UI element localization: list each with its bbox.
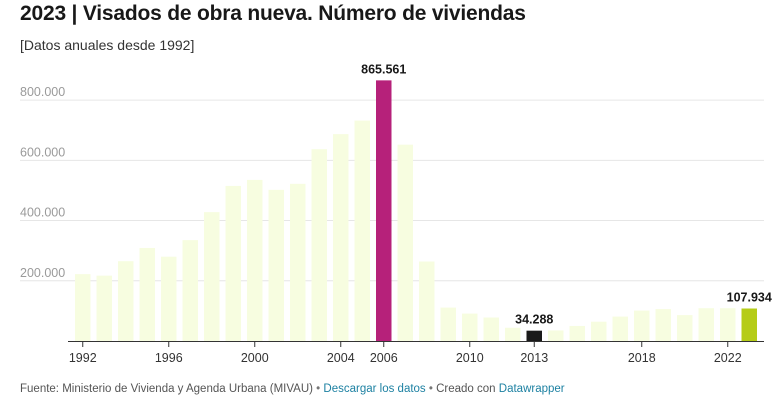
- bar-2013: [526, 330, 542, 341]
- bar-2017: [612, 316, 628, 341]
- bar-1992: [75, 274, 91, 341]
- bar-2018: [634, 310, 650, 341]
- bar-2006: [376, 80, 392, 341]
- bar-1996: [161, 256, 177, 341]
- x-tick-label: 2018: [628, 351, 656, 365]
- y-tick-label: 400.000: [20, 206, 65, 220]
- bar-1994: [118, 261, 134, 341]
- bar-2004: [333, 134, 349, 341]
- y-tick-label: 800.000: [20, 85, 65, 99]
- gridlines: 200.000 400.000 600.000 800.000: [20, 85, 764, 282]
- separator: •: [312, 383, 324, 395]
- bar-2001: [268, 189, 284, 341]
- x-tick-label: 2006: [370, 351, 398, 365]
- bar-1998: [204, 212, 220, 341]
- x-tick-label: 2013: [520, 351, 548, 365]
- x-tick-label: 1992: [69, 351, 97, 365]
- separator: •: [425, 383, 437, 395]
- bar-2022: [720, 308, 736, 341]
- bar-2009: [440, 307, 456, 341]
- data-label-2023: 107.934: [727, 290, 772, 304]
- bar-2014: [548, 330, 564, 341]
- x-tick-label: 2000: [241, 351, 269, 365]
- chart-title: 2023 | Visados de obra nueva. Número de …: [20, 2, 526, 25]
- bar-2019: [655, 309, 671, 341]
- created-with-text: Creado con: [436, 383, 496, 395]
- chart-subtitle: [Datos anuales desde 1992]: [20, 37, 195, 53]
- footer: Fuente: Ministerio de Vivienda y Agenda …: [20, 383, 565, 395]
- bar-2002: [290, 183, 306, 341]
- bar-2000: [247, 179, 263, 341]
- x-axis: 1992 1996 2000 2004 2006 2010 2013 2018 2022: [68, 341, 764, 365]
- x-tick-label: 2010: [456, 351, 484, 365]
- bar-2020: [677, 315, 693, 341]
- data-labels: 865.561 34.288 107.934: [361, 62, 772, 326]
- download-data-link[interactable]: Descargar los datos: [323, 383, 426, 395]
- y-tick-label: 200.000: [20, 266, 65, 280]
- bar-2015: [569, 325, 585, 341]
- bar-2021: [698, 308, 714, 341]
- bar-2012: [505, 327, 521, 341]
- y-tick-label: 600.000: [20, 145, 65, 159]
- bar-chart: 200.000 400.000 600.000 800.000 865.561 34.2…: [20, 62, 772, 365]
- bar-1995: [139, 247, 155, 341]
- bar-2016: [591, 321, 607, 341]
- bar-1993: [96, 275, 112, 341]
- bar-2008: [419, 261, 435, 341]
- bar-2011: [483, 317, 499, 341]
- x-tick-label: 2022: [714, 351, 742, 365]
- bar-2005: [354, 120, 370, 341]
- datawrapper-link[interactable]: Datawrapper: [498, 383, 565, 395]
- bar-2007: [397, 144, 413, 341]
- bar-1997: [182, 240, 198, 341]
- data-label-2006: 865.561: [361, 62, 406, 76]
- x-tick-label: 1996: [155, 351, 183, 365]
- bars: [75, 80, 757, 341]
- bar-2023: [741, 308, 757, 341]
- bar-2003: [311, 149, 327, 341]
- bar-2010: [462, 313, 478, 341]
- bar-1999: [225, 185, 241, 341]
- source-text: Fuente: Ministerio de Vivienda y Agenda …: [20, 383, 313, 395]
- data-label-2013: 34.288: [515, 313, 553, 327]
- x-tick-label: 2004: [327, 351, 355, 365]
